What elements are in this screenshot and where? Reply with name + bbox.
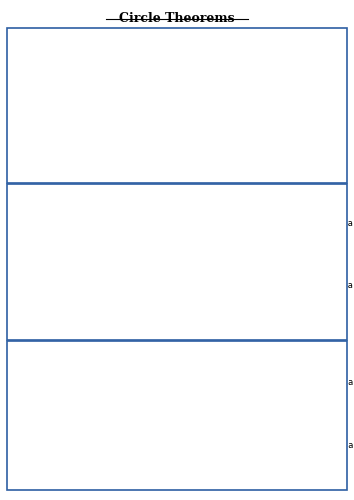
- Text: R: R: [69, 312, 76, 322]
- Text: A: A: [29, 94, 35, 104]
- Text: O: O: [94, 408, 102, 418]
- Text: 20°: 20°: [52, 408, 65, 418]
- Text: Calculate the size of angle DBC, giving a reason: Calculate the size of angle DBC, giving …: [183, 441, 354, 450]
- Text: 70°: 70°: [46, 94, 60, 102]
- Bar: [22, 348, 37, 362]
- Text: 56°: 56°: [50, 264, 63, 274]
- Text: O: O: [81, 97, 89, 107]
- Text: Circle Theorems: Circle Theorems: [119, 12, 235, 26]
- Text: P: P: [90, 198, 96, 208]
- Text: B: B: [90, 158, 96, 168]
- Text: 1: 1: [23, 35, 31, 48]
- Text: Calculate x, giving a reason: Calculate x, giving a reason: [183, 54, 299, 63]
- Text: Q: Q: [143, 273, 151, 283]
- Text: O: O: [94, 254, 102, 264]
- Text: D: D: [86, 43, 93, 53]
- Text: D: D: [89, 466, 97, 476]
- Text: 3: 3: [26, 348, 34, 361]
- Text: C: C: [142, 425, 148, 435]
- Text: Calculate y, giving a reason: Calculate y, giving a reason: [183, 116, 299, 125]
- Text: A: A: [32, 414, 39, 424]
- Text: x°: x°: [93, 98, 101, 108]
- Text: S: S: [32, 267, 38, 277]
- Text: C: C: [145, 104, 152, 114]
- Text: B: B: [107, 358, 114, 368]
- Text: Calculate the size of angle ACD, giving a reason: Calculate the size of angle ACD, giving …: [183, 378, 354, 387]
- Text: Calculate the size of angle PQR, giving a reason: Calculate the size of angle PQR, giving …: [183, 218, 354, 228]
- Text: y°: y°: [126, 98, 134, 107]
- Text: Calculate the size of angle PRQ, giving a reason: Calculate the size of angle PRQ, giving …: [183, 281, 354, 290]
- Bar: [19, 34, 35, 49]
